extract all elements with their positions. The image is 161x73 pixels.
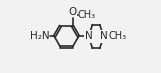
Text: N: N <box>85 32 93 41</box>
Text: CH₃: CH₃ <box>78 10 96 20</box>
Text: H₂N: H₂N <box>30 32 50 41</box>
Text: N: N <box>100 32 107 41</box>
Text: O: O <box>68 7 77 17</box>
Text: CH₃: CH₃ <box>108 32 127 41</box>
